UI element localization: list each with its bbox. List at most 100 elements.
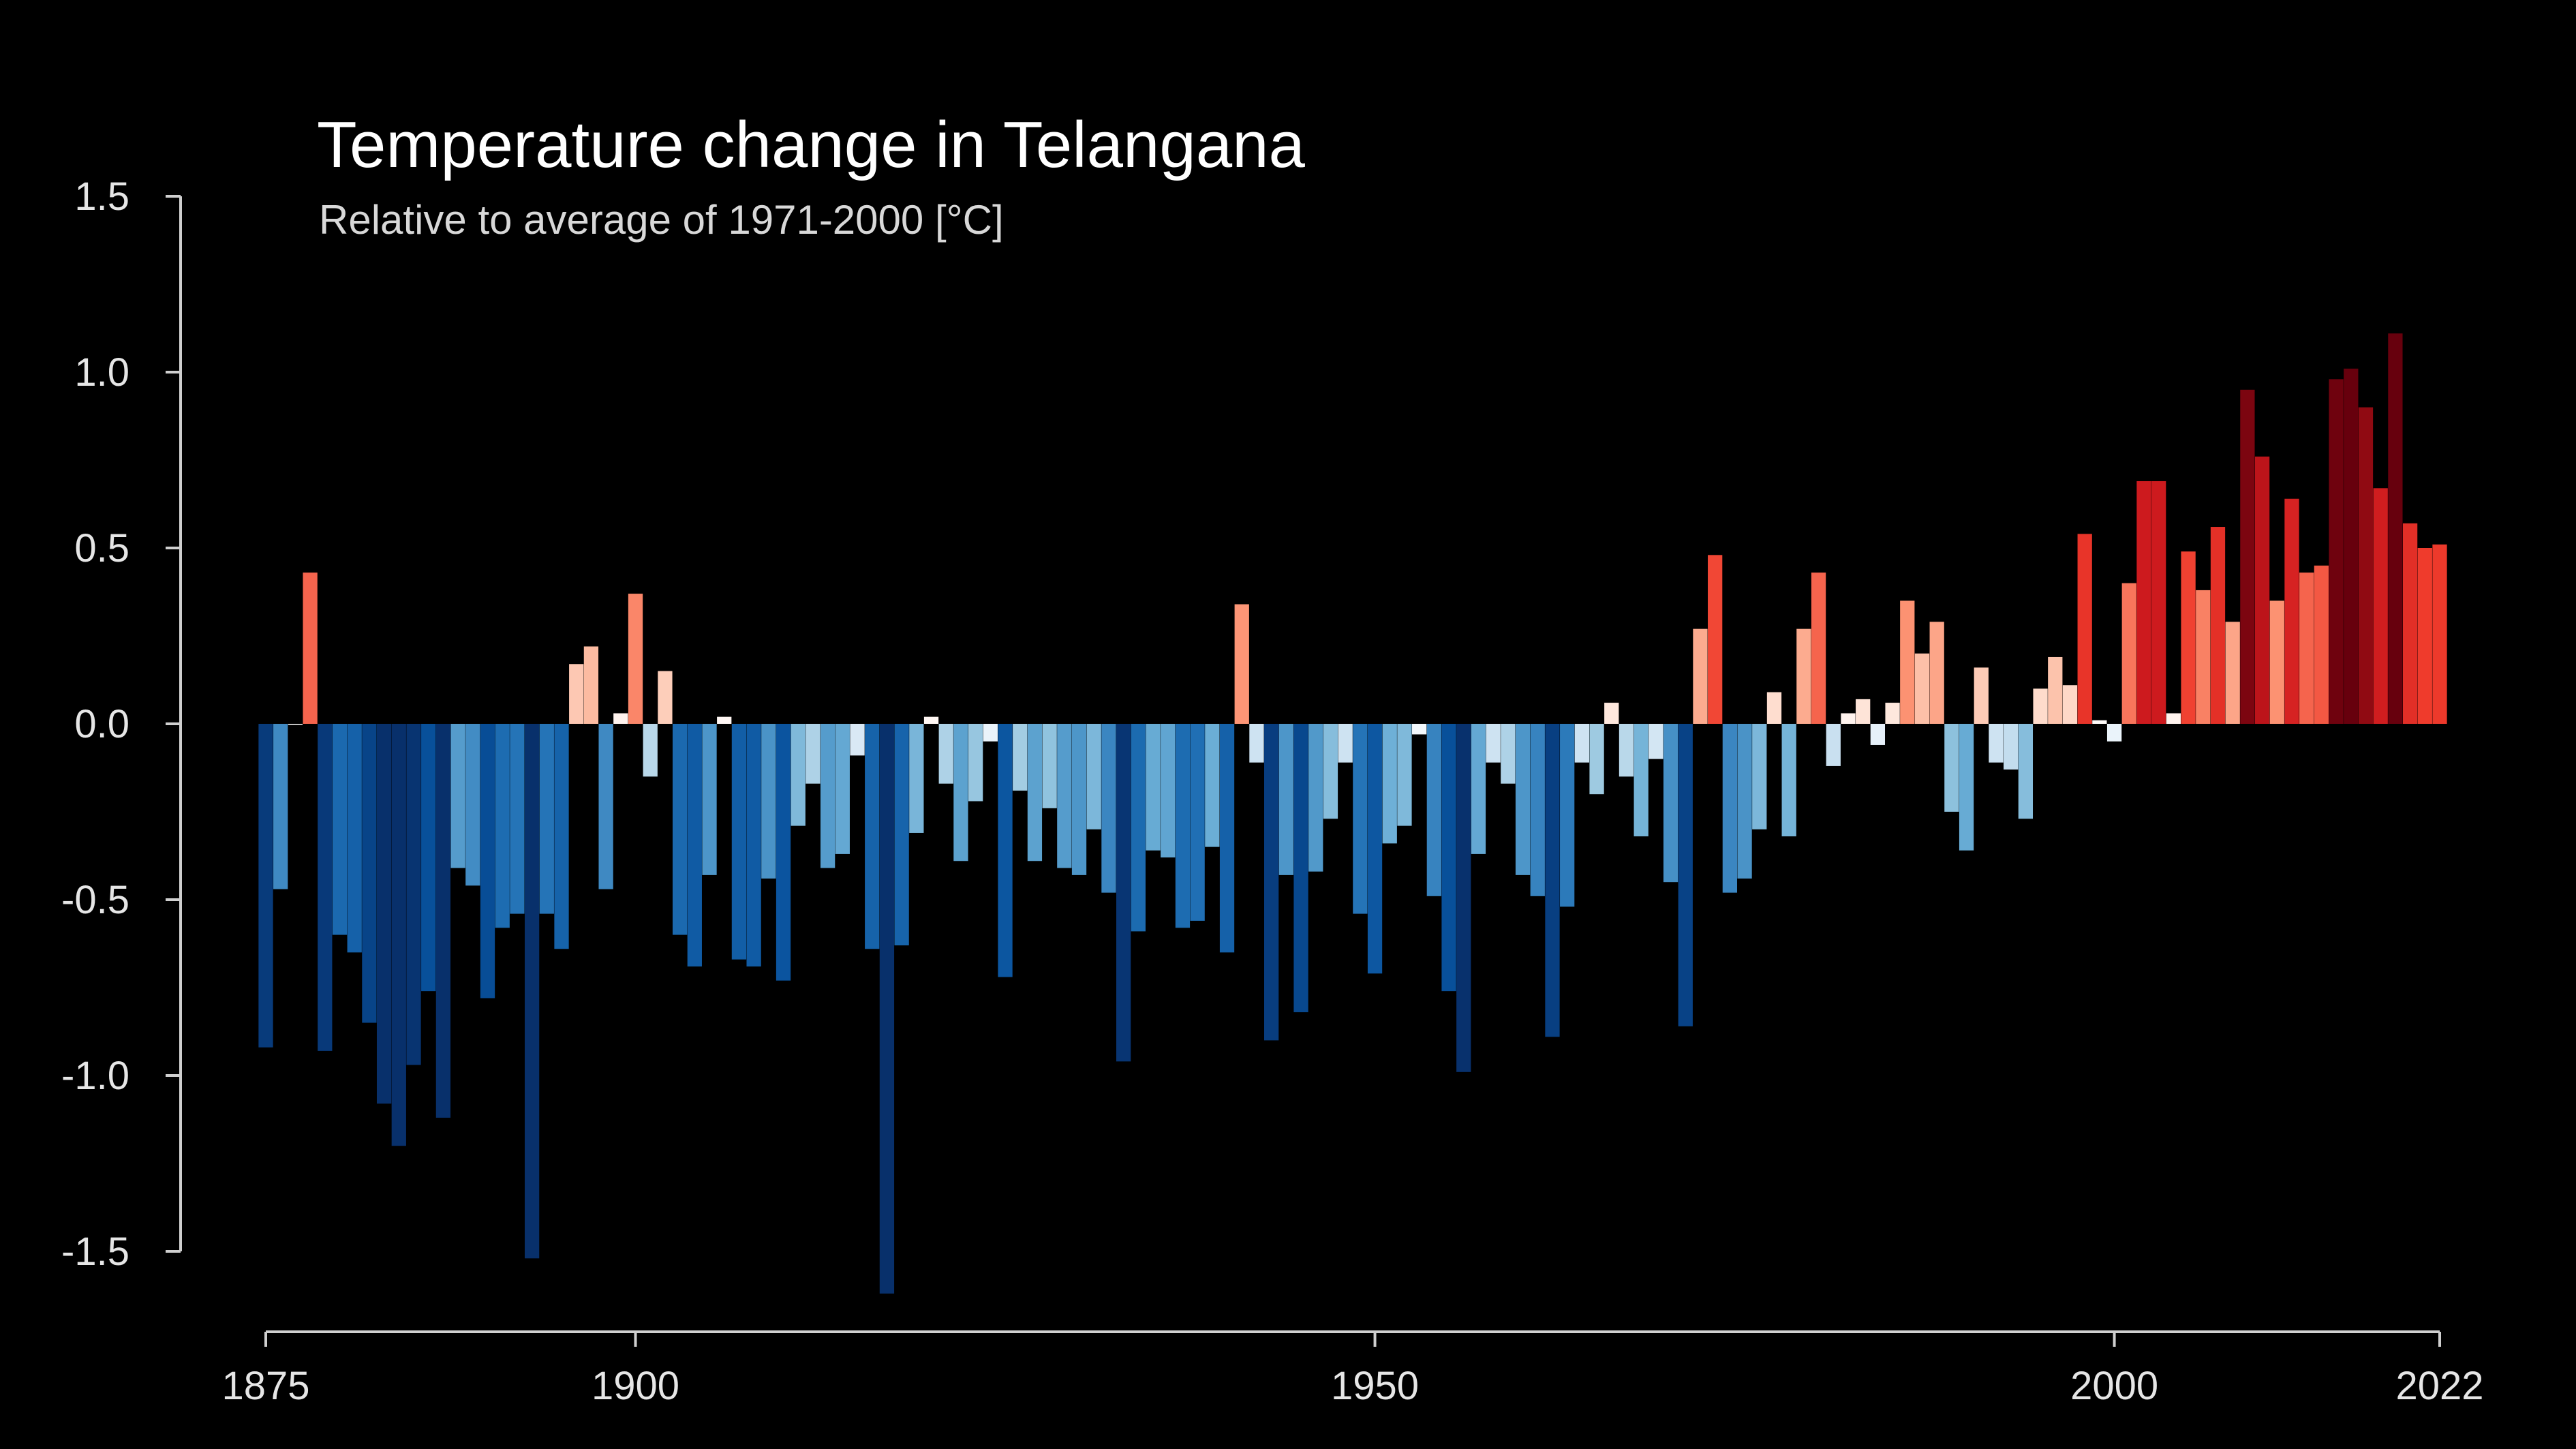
bar-1878 xyxy=(303,573,318,724)
bar-1950 xyxy=(1367,724,1383,974)
bar-1884 xyxy=(391,724,406,1146)
x-tick-label: 1875 xyxy=(221,1364,309,1408)
bar-1974 xyxy=(1722,724,1737,893)
bar-2015 xyxy=(2329,379,2344,724)
bar-1914 xyxy=(835,724,850,854)
bar-1893 xyxy=(524,724,540,1259)
bar-1968 xyxy=(1634,724,1649,837)
bar-2016 xyxy=(2344,368,2359,724)
bar-1994 xyxy=(2018,724,2034,819)
bar-1956 xyxy=(1456,724,1471,1072)
bar-1898 xyxy=(598,724,613,889)
bar-1972 xyxy=(1693,628,1708,724)
bar-1959 xyxy=(1501,724,1516,784)
bar-1990 xyxy=(1959,724,1974,851)
bar-1973 xyxy=(1708,555,1723,724)
bar-1921 xyxy=(938,724,953,784)
bar-1882 xyxy=(362,724,377,1023)
bar-1971 xyxy=(1678,724,1693,1026)
bar-1901 xyxy=(643,724,658,777)
bar-1902 xyxy=(658,671,673,724)
bar-1993 xyxy=(2004,724,2019,770)
bar-1983 xyxy=(1856,699,1871,724)
bar-1903 xyxy=(672,724,688,935)
bar-1976 xyxy=(1752,724,1767,829)
bar-1891 xyxy=(495,724,510,928)
bar-1935 xyxy=(1146,724,1161,851)
bar-1966 xyxy=(1604,703,1619,724)
bar-1911 xyxy=(791,724,806,826)
bar-1965 xyxy=(1589,724,1604,795)
bar-1896 xyxy=(569,664,584,724)
bar-1909 xyxy=(761,724,776,879)
bar-1931 xyxy=(1086,724,1101,829)
bar-1989 xyxy=(1944,724,1959,812)
bar-1932 xyxy=(1101,724,1116,893)
bar-1875 xyxy=(258,724,273,1048)
bar-2020 xyxy=(2402,523,2418,724)
bar-1910 xyxy=(776,724,791,981)
bar-1906 xyxy=(717,716,732,724)
bar-1925 xyxy=(998,724,1013,977)
x-tick-label: 1950 xyxy=(1331,1364,1419,1408)
bar-1926 xyxy=(1013,724,1028,791)
bar-1977 xyxy=(1766,692,1782,724)
bar-1890 xyxy=(480,724,495,998)
y-tick-label: 0.0 xyxy=(74,702,129,746)
bar-1923 xyxy=(968,724,983,802)
bar-1980 xyxy=(1811,573,1826,724)
bar-1986 xyxy=(1900,600,1915,724)
x-axis: 1875 1900 1950 2000 2022 xyxy=(221,1330,2484,1408)
bar-1979 xyxy=(1796,628,1811,724)
bar-1948 xyxy=(1338,724,1353,763)
bar-1958 xyxy=(1486,724,1501,763)
y-tick-label: 1.5 xyxy=(74,174,129,219)
bar-1930 xyxy=(1071,724,1087,875)
bar-series xyxy=(258,333,2447,1294)
bar-1943 xyxy=(1264,724,1279,1041)
y-tick-label: -1.0 xyxy=(61,1054,129,1098)
x-tick-label: 2022 xyxy=(2395,1364,2483,1408)
bar-1995 xyxy=(2033,688,2048,724)
bar-2004 xyxy=(2166,713,2181,724)
bar-2012 xyxy=(2284,498,2299,724)
bar-1960 xyxy=(1515,724,1531,875)
bar-1908 xyxy=(746,724,761,967)
bar-2018 xyxy=(2373,488,2388,724)
bar-1905 xyxy=(702,724,717,875)
bar-2017 xyxy=(2358,407,2374,724)
bar-1940 xyxy=(1219,724,1235,953)
bar-1928 xyxy=(1042,724,1057,808)
bar-1967 xyxy=(1619,724,1634,777)
chart-title: Temperature change in Telangana xyxy=(317,108,1305,181)
bar-1889 xyxy=(465,724,480,886)
bar-2022 xyxy=(2432,544,2447,724)
bar-1962 xyxy=(1545,724,1560,1037)
bar-1939 xyxy=(1205,724,1220,847)
bar-1933 xyxy=(1116,724,1131,1062)
chart-subtitle: Relative to average of 1971-2000 [°C] xyxy=(319,197,1004,243)
bar-2008 xyxy=(2225,622,2240,724)
bar-1895 xyxy=(554,724,569,949)
bar-1904 xyxy=(687,724,702,967)
bar-1887 xyxy=(435,724,451,1118)
bar-2014 xyxy=(2314,565,2329,724)
bar-1883 xyxy=(376,724,392,1104)
bar-1913 xyxy=(820,724,835,868)
bar-1936 xyxy=(1161,724,1176,858)
bar-1996 xyxy=(2048,656,2063,724)
bar-1918 xyxy=(894,724,909,946)
y-tick-label: 1.0 xyxy=(74,350,129,395)
bar-1981 xyxy=(1826,724,1841,766)
bar-2003 xyxy=(2151,481,2166,724)
bar-1920 xyxy=(923,716,939,724)
bar-2005 xyxy=(2181,551,2196,724)
bar-1937 xyxy=(1175,724,1191,928)
bar-1877 xyxy=(288,724,303,725)
bar-1970 xyxy=(1663,724,1678,883)
bar-1944 xyxy=(1278,724,1293,875)
bar-1987 xyxy=(1914,653,1930,724)
bar-1946 xyxy=(1308,724,1323,872)
bar-1894 xyxy=(539,724,554,914)
